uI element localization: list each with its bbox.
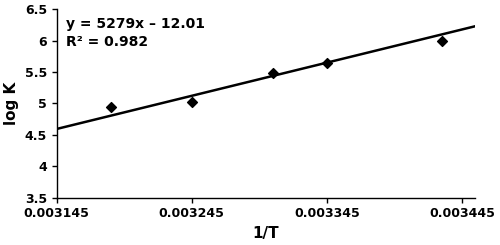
Point xyxy=(188,100,196,104)
Point xyxy=(106,105,114,109)
Point xyxy=(438,39,446,43)
Point xyxy=(269,71,277,75)
Point xyxy=(323,61,331,64)
Y-axis label: log K: log K xyxy=(4,82,19,125)
Text: y = 5279x – 12.01
R² = 0.982: y = 5279x – 12.01 R² = 0.982 xyxy=(66,17,205,49)
X-axis label: 1/T: 1/T xyxy=(252,226,280,241)
